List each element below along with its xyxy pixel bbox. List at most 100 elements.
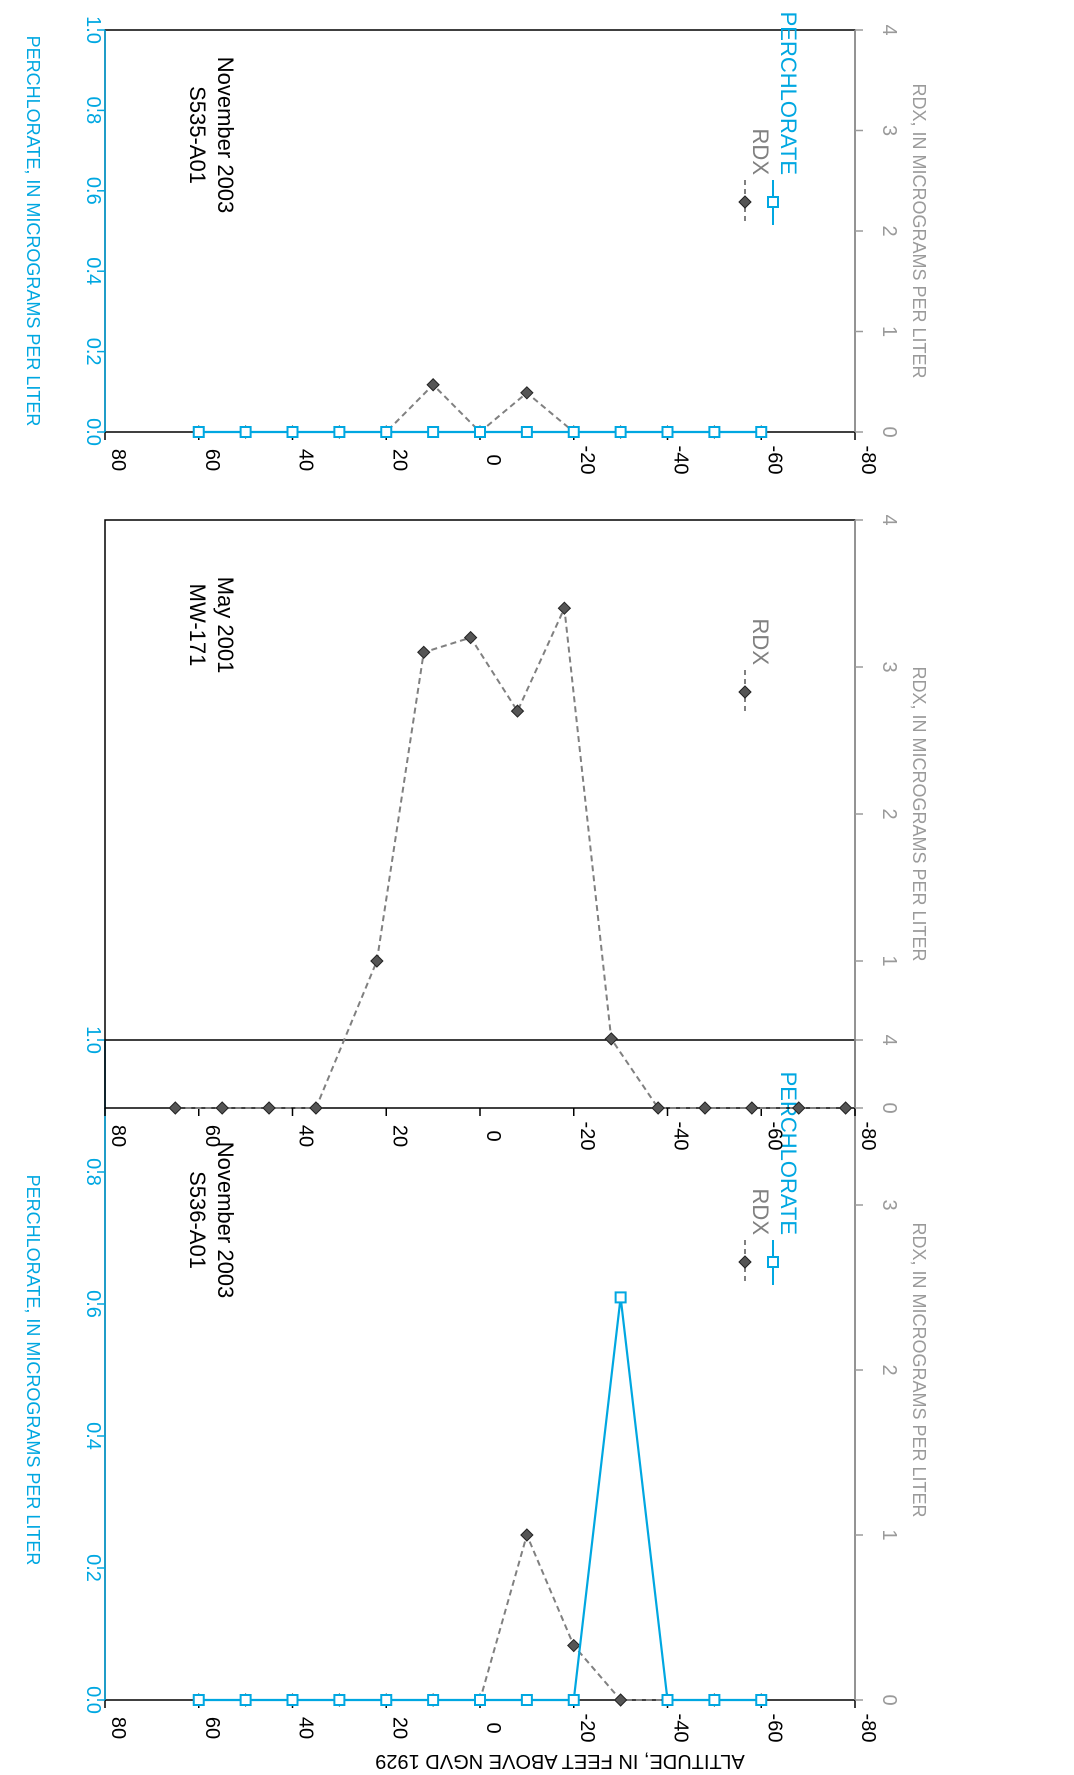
perchlorate-point	[661, 1694, 674, 1706]
perchlorate-point	[708, 426, 721, 438]
rdx-axis-title: RDX, IN MICROGRAMS PER LITER	[909, 666, 929, 961]
perchlorate-point	[380, 1694, 393, 1706]
rdx-point	[557, 601, 572, 615]
perchlorate-tick-label: 0.2	[82, 338, 104, 366]
perchlorate-point	[474, 1694, 486, 1706]
altitude-tick-label: -60	[763, 1122, 785, 1151]
rdx-legend-label: RDX	[748, 1189, 773, 1236]
rdx-tick-label: 3	[878, 1199, 900, 1210]
perchlorate-legend-marker	[767, 196, 779, 208]
perchlorate-tick-label: 0.4	[82, 1422, 104, 1450]
panel-mw-171: 80 60 40 20 0 -20 -40 -60 -80 0 1 2 3 4 RDX, IN MICROG…	[104, 514, 929, 1151]
rdx-series-line	[198, 1531, 762, 1701]
perchlorate-tick-label: 0.2	[82, 1554, 104, 1582]
rdx-point	[510, 704, 525, 718]
altitude-tick-label: 40	[295, 1717, 317, 1739]
rdx-tick-label: 3	[878, 661, 900, 672]
rdx-point	[698, 1101, 712, 1115]
altitude-tick-label: -40	[670, 1122, 692, 1151]
perchlorate-tick-label: 1.0	[82, 16, 104, 44]
rdx-tick-label: 1	[878, 1529, 900, 1540]
rdx-point	[520, 386, 534, 400]
altitude-tick-label: 60	[201, 1717, 223, 1739]
altitude-tick-label: 40	[295, 449, 317, 471]
perchlorate-point	[192, 1694, 205, 1706]
altitude-tick-label: 0	[482, 1722, 504, 1733]
rdx-tick-label: 0	[878, 1694, 900, 1705]
perchlorate-point	[755, 1694, 768, 1706]
rdx-point	[262, 1101, 276, 1115]
perchlorate-point	[427, 1694, 440, 1706]
rdx-tick-label: 3	[878, 125, 900, 136]
perchlorate-point	[333, 1694, 346, 1706]
altitude-tick-label: -40	[670, 446, 692, 475]
altitude-tick-label: -80	[857, 1714, 879, 1743]
rdx-point	[417, 645, 431, 660]
well-name: S536-A01	[185, 1171, 210, 1269]
rdx-tick-label: 4	[878, 24, 900, 35]
rdx-axis-title: RDX, IN MICROGRAMS PER LITER	[909, 1222, 929, 1517]
perchlorate-tick-label: 0.4	[82, 257, 104, 285]
rdx-tick-label: 2	[878, 808, 900, 819]
perchlorate-point	[474, 426, 486, 438]
perchlorate-point	[286, 426, 299, 438]
rdx-tick-label: 4	[878, 1034, 900, 1045]
rdx-tick-label: 0	[878, 426, 900, 437]
perchlorate-tick-label: 0.0	[82, 1686, 104, 1714]
perchlorate-point	[380, 426, 393, 438]
altitude-tick-label: 80	[107, 1717, 129, 1739]
perchlorate-tick-label: 0.0	[82, 418, 104, 446]
rdx-point	[792, 1101, 806, 1115]
perchlorate-point	[614, 1291, 627, 1304]
altitude-tick-label: 40	[295, 1125, 317, 1147]
rdx-point	[168, 1101, 183, 1115]
perchlorate-series-line	[198, 1297, 762, 1702]
perchlorate-point	[286, 1694, 299, 1706]
rdx-point	[370, 954, 384, 968]
altitude-tick-label: 60	[201, 449, 223, 471]
rdx-tick-label: 4	[878, 514, 900, 525]
well-name: S535-A01	[185, 86, 210, 184]
well-name: MW-171	[185, 584, 210, 667]
rdx-legend-marker	[738, 685, 752, 699]
altitude-tick-label: 80	[107, 1125, 129, 1147]
perchlorate-point	[333, 426, 346, 438]
perchlorate-point	[520, 1694, 533, 1706]
rdx-legend-marker	[738, 195, 752, 209]
rdx-point	[838, 1101, 853, 1115]
altitude-tick-label: 20	[388, 1125, 410, 1147]
altitude-tick-label: -20	[576, 1122, 598, 1151]
altitude-tick-label: -80	[857, 1122, 879, 1151]
rdx-tick-label: 1	[878, 955, 900, 966]
sample-date: November 2003	[213, 57, 238, 214]
rdx-point	[651, 1101, 665, 1115]
rdx-legend-label: RDX	[748, 619, 773, 666]
rdx-point	[426, 378, 440, 392]
altitude-tick-label: -60	[763, 1714, 785, 1743]
perchlorate-legend-label: PERCHLORATE	[776, 12, 801, 175]
altitude-tick-label: 0	[482, 1130, 504, 1141]
panel-s536-a01: 80 60 40 20 0 -20 -40 -60 -80 0 1 2 3 4 RDX, IN MICROG…	[23, 1026, 929, 1742]
perchlorate-point	[239, 1694, 252, 1706]
altitude-tick-label: -20	[576, 1714, 598, 1743]
rdx-legend-label: RDX	[748, 129, 773, 176]
altitude-tick-label: 20	[388, 1717, 410, 1739]
perchlorate-legend-marker	[767, 1256, 779, 1268]
perchlorate-point	[427, 426, 440, 438]
perchlorate-tick-label: 0.8	[82, 1158, 104, 1186]
panel-s535-a01: 80 60 40 20 0 -20 -40 -60 -80 0 1 2 3 4 RDX, IN MICROG…	[23, 12, 929, 475]
perchlorate-point	[520, 426, 533, 438]
rdx-point	[463, 630, 478, 645]
perchlorate-point	[614, 426, 627, 438]
perchlorate-point	[567, 426, 580, 438]
sample-date: November 2003	[213, 1142, 238, 1299]
rdx-series-line	[198, 383, 762, 434]
perchlorate-legend-label: PERCHLORATE	[776, 1072, 801, 1235]
rdx-tick-label: 0	[878, 1102, 900, 1113]
shared-axis-title: ALTITUDE, IN FEET ABOVE NGVD 1929	[375, 1750, 744, 1772]
perchlorate-tick-label: 0.6	[82, 177, 104, 205]
rdx-tick-label: 2	[878, 1364, 900, 1375]
altitude-tick-label: 60	[201, 1125, 223, 1147]
